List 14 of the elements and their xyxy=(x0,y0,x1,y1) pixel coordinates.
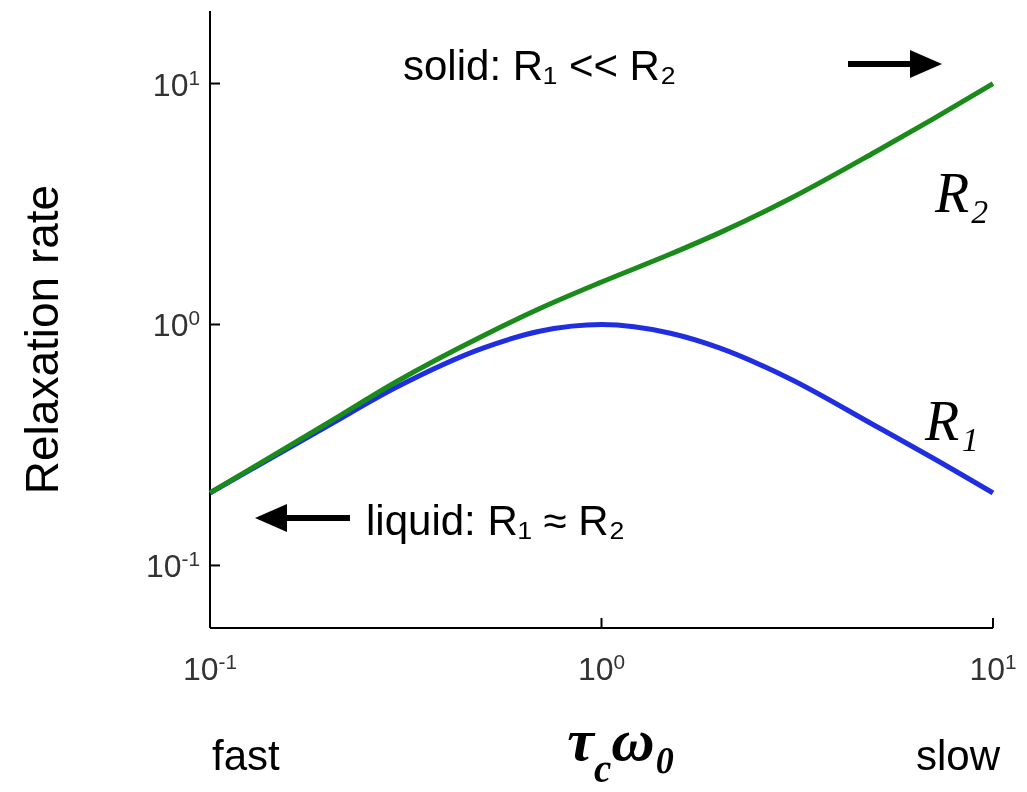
y-axis-title: Relaxation rate xyxy=(16,184,68,495)
y-tick-label: 10$^{-1}$ xyxy=(145,546,200,585)
y-tick-label: 10$^{0}$ xyxy=(152,305,200,344)
x-tick-label: 10$^{0}$ xyxy=(577,649,626,687)
annotation: solid: R₁ << R₂ xyxy=(403,42,677,89)
x-axis-title: τ$_{c}$ω₀ xyxy=(567,707,676,790)
text: fast xyxy=(212,732,281,779)
text: slow xyxy=(915,732,1001,779)
series-label: R₁ xyxy=(924,390,979,452)
annotation: liquid: R₁ ≈ R₂ xyxy=(366,497,625,544)
y-tick-label: 10$^{1}$ xyxy=(152,65,200,103)
series-label: R₂ xyxy=(934,162,989,224)
x-tick-label: 10$^{1}$ xyxy=(969,649,1017,687)
x-tick-label: 10$^{-1}$ xyxy=(182,649,238,687)
